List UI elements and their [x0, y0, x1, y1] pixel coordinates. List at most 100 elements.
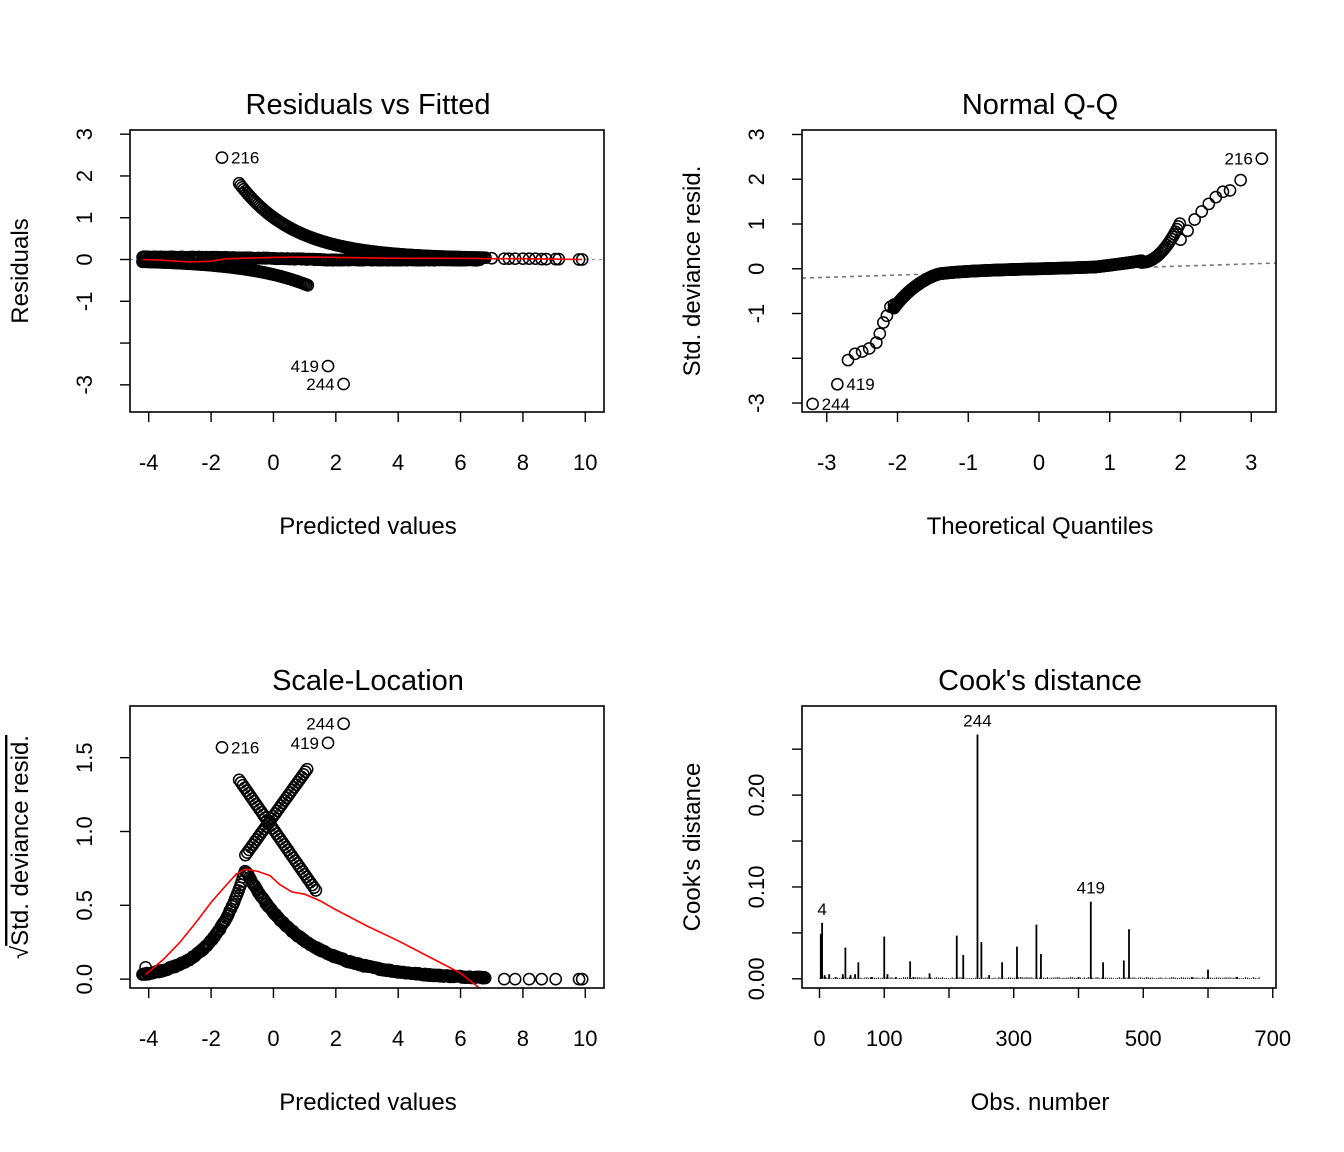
panel-title: Normal Q-Q	[962, 89, 1118, 121]
x-tick-label: -4	[139, 1026, 159, 1051]
data-point	[1234, 173, 1247, 187]
plot-frame	[801, 705, 1277, 989]
data-point	[139, 960, 152, 974]
data-point	[1195, 205, 1209, 218]
y-axis-label: Std. deviance resid.	[679, 166, 706, 377]
data-point	[522, 972, 536, 986]
data-point	[873, 327, 887, 341]
y-axis-label: √Std. deviance resid.	[7, 735, 34, 959]
data-point	[535, 972, 548, 986]
x-tick-label: 10	[573, 1026, 597, 1051]
data-point	[376, 250, 389, 264]
data-point	[301, 278, 315, 292]
data-point	[1255, 152, 1269, 165]
data-point	[841, 353, 855, 367]
data-point	[848, 347, 862, 361]
x-tick-label: -2	[201, 450, 221, 475]
x-tick-label: 8	[517, 1026, 529, 1051]
y-tick-label: 0.00	[744, 957, 769, 1000]
y-tick-label: 0.20	[744, 774, 769, 817]
y-tick-label: 0.5	[72, 890, 97, 921]
y-tick-label: 2	[744, 173, 769, 185]
data-point	[154, 251, 168, 264]
data-point	[877, 316, 890, 329]
data-point	[479, 251, 492, 265]
data-point	[572, 972, 586, 986]
y-tick-label: 1	[744, 218, 769, 230]
smoother-line	[142, 256, 583, 263]
y-tick-label: -3	[72, 375, 97, 395]
x-tick-label: 6	[454, 1026, 466, 1051]
data-point	[173, 251, 187, 265]
normal-qq-panel: Normal Q-Q Theoretical Quantiles Std. de…	[679, 89, 1277, 540]
y-tick-label: -1	[744, 304, 769, 324]
data-point	[407, 251, 421, 264]
x-tick-label: 1	[1104, 450, 1116, 475]
data-point	[1181, 224, 1194, 238]
x-tick-label: 2	[330, 450, 342, 475]
data-point	[307, 881, 321, 895]
x-axis-label: Predicted values	[279, 1089, 456, 1116]
x-tick-label: -1	[958, 450, 978, 475]
y-axis-label: Residuals	[7, 218, 34, 323]
x-tick-label: 300	[995, 1026, 1032, 1051]
data-point	[549, 972, 563, 986]
data-point	[508, 972, 522, 986]
data-point	[139, 251, 152, 264]
plot-frame	[129, 129, 605, 413]
data-point	[1188, 213, 1201, 226]
x-tick-label: 0	[813, 1026, 825, 1051]
data-point	[1216, 185, 1230, 199]
outlier-label: 216	[231, 149, 259, 168]
outlier-label: 244	[306, 715, 334, 734]
x-tick-label: 4	[392, 1026, 404, 1051]
y-tick-label: -1	[72, 292, 97, 312]
data-point	[309, 884, 323, 897]
obs-label: 419	[1077, 879, 1105, 898]
panel-title: Cook's distance	[938, 665, 1142, 697]
data-point	[855, 345, 869, 358]
x-tick-label: 3	[1245, 450, 1257, 475]
outlier-label: 216	[1224, 150, 1252, 169]
outlier-label: 419	[291, 357, 319, 376]
outlier-label: 419	[291, 734, 319, 753]
x-tick-label: 100	[866, 1026, 903, 1051]
data-point	[298, 765, 312, 779]
data-point	[189, 251, 202, 265]
data-point	[478, 971, 492, 985]
x-axis-label: Obs. number	[971, 1089, 1110, 1116]
x-tick-label: -2	[201, 1026, 221, 1051]
y-tick-label: 1.0	[72, 816, 97, 847]
y-tick-label: 0	[72, 253, 97, 265]
obs-label: 244	[963, 711, 991, 730]
x-tick-label: 2	[1174, 450, 1186, 475]
y-tick-label: 1.5	[72, 742, 97, 773]
x-tick-label: 0	[1033, 450, 1045, 475]
x-tick-label: 700	[1254, 1026, 1291, 1051]
x-tick-label: 8	[517, 450, 529, 475]
y-tick-label: 0.0	[72, 964, 97, 995]
data-point	[1202, 197, 1216, 211]
x-tick-label: -3	[817, 450, 837, 475]
x-tick-label: 2	[330, 1026, 342, 1051]
y-tick-label: 2	[72, 170, 97, 182]
qq-reference-line	[802, 262, 1276, 279]
x-tick-label: 6	[454, 450, 466, 475]
x-tick-label: 500	[1125, 1026, 1162, 1051]
panel-title: Residuals vs Fitted	[246, 89, 491, 121]
panel-title: Scale-Location	[272, 665, 464, 697]
x-tick-label: 0	[267, 1026, 279, 1051]
y-tick-label: 0.10	[744, 866, 769, 909]
scale-location-panel: Scale-Location Predicted values √Std. de…	[7, 665, 605, 1116]
cooks-distance-panel: Cook's distance Obs. number Cook's dista…	[679, 665, 1291, 1116]
data-point	[1223, 184, 1237, 197]
y-axis-label-text: Std. deviance resid.	[7, 735, 34, 946]
outlier-label: 244	[822, 395, 850, 414]
data-point	[345, 250, 358, 263]
data-point	[300, 762, 314, 776]
data-point	[337, 717, 350, 731]
data-point	[806, 397, 819, 411]
data-point	[575, 972, 589, 986]
plot-frame	[129, 705, 605, 989]
